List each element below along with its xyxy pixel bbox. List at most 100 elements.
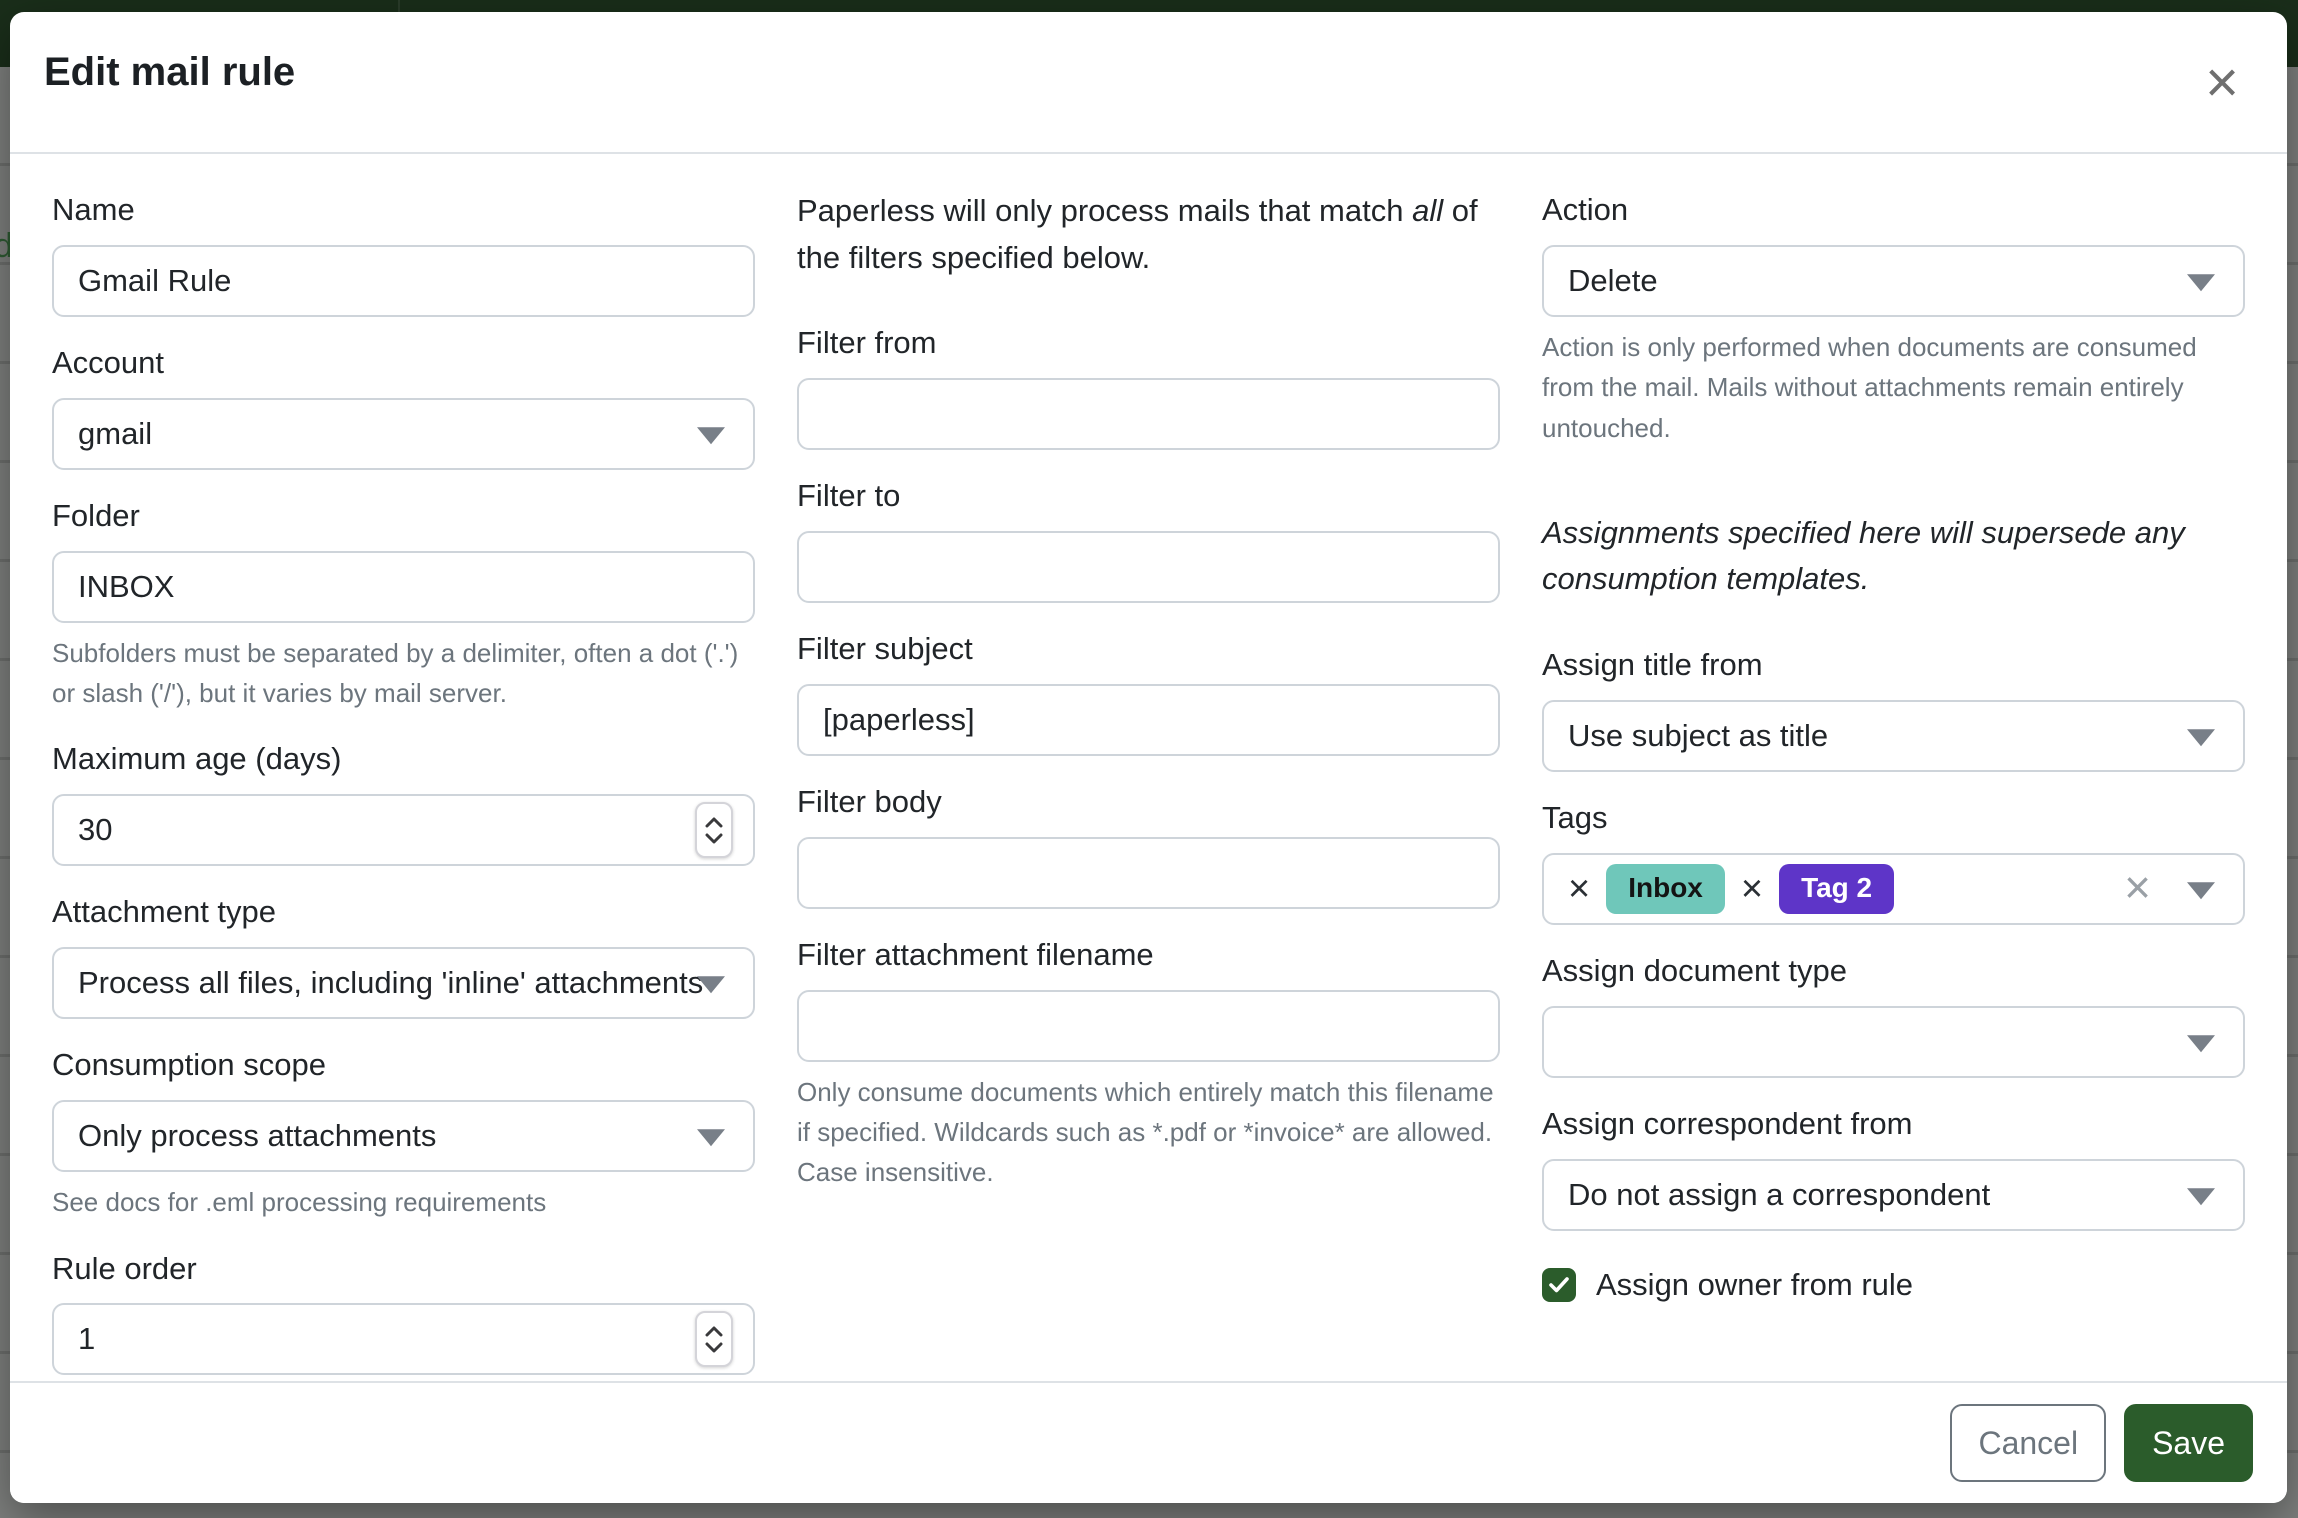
number-stepper[interactable] [695,802,733,859]
filters-intro-text: Paperless will only process mails that m… [797,193,1478,275]
column-filters: Paperless will only process mails that m… [797,188,1500,1399]
field-assign-title-from: Assign title from Use subject as title [1542,643,2245,772]
edit-mail-rule-dialog: Edit mail rule × Name Gmail Rule Account… [10,12,2287,1503]
assign-owner-checkbox[interactable] [1542,1267,1576,1302]
attachment-type-value: Process all files, including 'inline' at… [78,965,704,1001]
field-filter-to: Filter to [797,474,1500,603]
consumption-scope-select[interactable]: Only process attachments [52,1100,755,1173]
chevron-down-icon [697,1129,725,1147]
field-tags: Tags × Inbox × Tag 2 × [1542,796,2245,925]
max-age-label: Maximum age (days) [52,741,342,777]
assign-title-from-label: Assign title from [1542,646,1763,682]
field-filter-attachment-filename: Filter attachment filename Only consume … [797,933,1500,1193]
name-label: Name [52,192,135,227]
column-actions: Action Delete Action is only performed w… [1542,188,2245,1399]
assignments-note: Assignments specified here will supersed… [1542,514,2185,597]
assign-correspondent-from-select[interactable]: Do not assign a correspondent [1542,1158,2245,1231]
background-partial-text: d [0,227,13,265]
number-stepper[interactable] [695,1311,733,1368]
tag-chip: Inbox [1606,863,1725,914]
field-action: Action Delete Action is only performed w… [1542,188,2245,448]
consumption-scope-help-text: See docs for .eml processing requirement… [52,1187,547,1218]
filter-to-label: Filter to [797,477,901,513]
chevron-down-icon [705,833,723,844]
field-attachment-type: Attachment type Process all files, inclu… [52,890,755,1020]
chevron-up-icon [705,817,723,828]
filter-attachment-filename-input[interactable] [797,989,1500,1062]
close-button[interactable]: × [2191,44,2253,122]
max-age-input[interactable]: 30 [52,794,755,867]
folder-help-text: Subfolders must be separated by a delimi… [52,637,739,709]
cancel-button[interactable]: Cancel [1950,1403,2107,1483]
filter-attachment-filename-label: Filter attachment filename [797,936,1154,972]
filter-subject-value: [paperless] [823,701,975,737]
assign-correspondent-from-label: Assign correspondent from [1542,1105,1913,1141]
chevron-up-icon [705,1326,723,1337]
filter-to-input[interactable] [797,530,1500,603]
folder-value: INBOX [78,568,175,604]
rule-order-input[interactable]: 1 [52,1303,755,1376]
chevron-down-icon [2187,1187,2215,1205]
column-general: Name Gmail Rule Account gmail Folder INB… [52,188,755,1399]
consumption-scope-label: Consumption scope [52,1047,326,1083]
dialog-title: Edit mail rule [44,50,296,94]
assign-owner-row: Assign owner from rule [1542,1267,2245,1303]
filter-subject-input[interactable]: [paperless] [797,683,1500,756]
folder-label: Folder [52,497,140,533]
name-value: Gmail Rule [78,262,232,298]
remove-tag-icon[interactable]: × [1740,867,1764,910]
filter-from-label: Filter from [797,325,937,360]
assign-title-from-select[interactable]: Use subject as title [1542,699,2245,772]
filter-body-input[interactable] [797,836,1500,909]
action-value: Delete [1568,262,1658,298]
tags-label: Tags [1542,799,1608,835]
chevron-down-icon [2187,881,2215,899]
background-page-left: d [0,67,13,1518]
tag-chip: Tag 2 [1779,863,1895,914]
field-folder: Folder INBOX Subfolders must be separate… [52,494,755,714]
filter-body-label: Filter body [797,783,942,819]
dialog-footer: Cancel Save [10,1381,2287,1503]
chevron-down-icon [2187,274,2215,292]
rule-order-label: Rule order [52,1250,197,1286]
chevron-down-icon [2187,728,2215,746]
name-input[interactable]: Gmail Rule [52,244,755,317]
clear-tags-icon[interactable]: × [2124,860,2151,913]
action-label: Action [1542,192,1629,227]
folder-input[interactable]: INBOX [52,550,755,623]
chevron-down-icon [697,976,725,994]
rule-order-value: 1 [78,1321,96,1357]
field-account: Account gmail [52,341,755,470]
attachment-type-select[interactable]: Process all files, including 'inline' at… [52,947,755,1020]
dialog-header: Edit mail rule × [10,12,2287,154]
field-assign-correspondent-from: Assign correspondent from Do not assign … [1542,1102,2245,1231]
account-select[interactable]: gmail [52,397,755,470]
chevron-down-icon [705,1342,723,1353]
field-consumption-scope: Consumption scope Only process attachmen… [52,1043,755,1222]
assign-document-type-select[interactable] [1542,1005,2245,1078]
assign-correspondent-from-value: Do not assign a correspondent [1568,1176,1991,1212]
remove-tag-icon[interactable]: × [1568,867,1591,910]
chevron-down-icon [697,427,725,445]
max-age-value: 30 [78,812,113,848]
assign-title-from-value: Use subject as title [1568,717,1829,753]
action-select[interactable]: Delete [1542,244,2245,317]
field-assign-document-type: Assign document type [1542,949,2245,1078]
field-filter-subject: Filter subject [paperless] [797,627,1500,756]
close-icon: × [2205,50,2239,115]
action-help-text: Action is only performed when documents … [1542,331,2197,443]
field-name: Name Gmail Rule [52,188,755,317]
assign-document-type-label: Assign document type [1542,952,1848,988]
field-max-age: Maximum age (days) 30 [52,737,755,867]
chevron-down-icon [2187,1034,2215,1052]
consumption-scope-value: Only process attachments [78,1118,437,1154]
field-rule-order: Rule order 1 [52,1247,755,1376]
field-filter-from: Filter from [797,321,1500,450]
check-icon [1549,1276,1569,1292]
save-button[interactable]: Save [2124,1403,2253,1483]
assign-owner-label: Assign owner from rule [1596,1266,1914,1302]
filter-attachment-filename-help-text: Only consume documents which entirely ma… [797,1076,1494,1188]
filter-from-input[interactable] [797,377,1500,450]
filter-subject-label: Filter subject [797,630,973,666]
tags-input[interactable]: × Inbox × Tag 2 × [1542,852,2245,925]
